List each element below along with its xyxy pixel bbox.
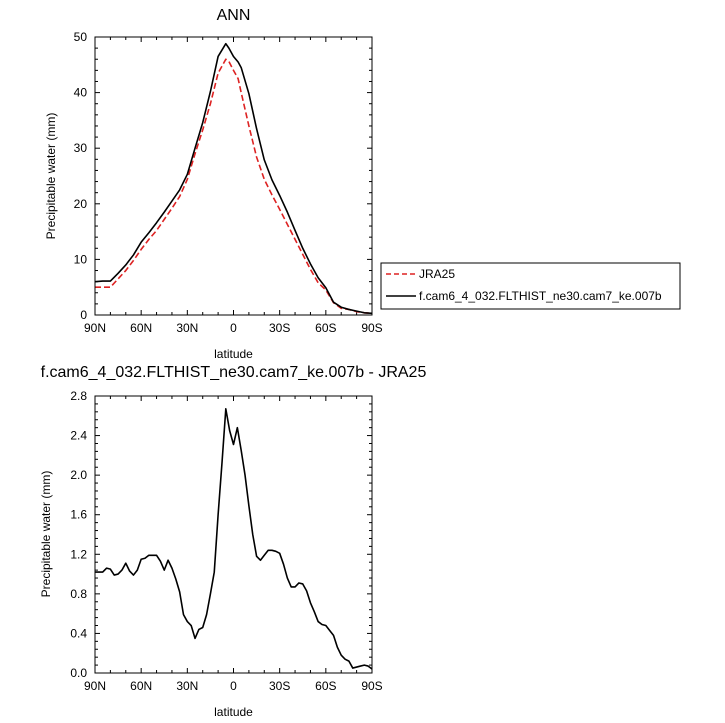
legend-label-model: f.cam6_4_032.FLTHIST_ne30.cam7_ke.007b [419, 289, 662, 303]
top-y-tick-label: 0 [80, 308, 87, 322]
top-chart-title: ANN [217, 7, 251, 24]
bottom-y-tick-label: 0.0 [70, 666, 87, 680]
top-y-tick-label: 30 [74, 141, 88, 155]
bottom-y-tick-label: 0.4 [70, 626, 87, 640]
top-y-tick-label: 10 [74, 252, 88, 266]
bottom-y-tick-label: 1.2 [70, 547, 87, 561]
top-x-tick-label: 30S [269, 321, 290, 335]
top-x-tick-label: 0 [230, 321, 237, 335]
bottom-chart-title: f.cam6_4_032.FLTHIST_ne30.cam7_ke.007b -… [41, 364, 427, 381]
bottom-x-tick-label: 30N [176, 679, 198, 693]
bottom-plot-frame [94, 395, 373, 674]
bottom-y-tick-label: 1.6 [70, 508, 87, 522]
top-x-tick-label: 30N [176, 321, 198, 335]
top-plot-area: 90N 60N 30N 0 30S 60S 90S 0 10 20 30 40 50 [74, 30, 383, 335]
bottom-x-tick-label: 90S [361, 679, 382, 693]
top-plot-frame [94, 36, 373, 316]
legend-label-jra25: JRA25 [419, 267, 455, 281]
bottom-panel: f.cam6_4_032.FLTHIST_ne30.cam7_ke.007b -… [39, 364, 426, 719]
bottom-y-tick-label: 2.8 [70, 389, 87, 403]
top-y-axis-label: Precipitable water (mm) [44, 113, 58, 240]
bottom-x-tick-label: 60N [130, 679, 152, 693]
bottom-x-tick-label: 90N [84, 679, 106, 693]
bottom-y-axis-label: Precipitable water (mm) [39, 471, 53, 598]
legend: JRA25 f.cam6_4_032.FLTHIST_ne30.cam7_ke.… [380, 262, 681, 310]
top-panel: ANN 90N 60N 30N 0 30S 60S 90S 0 10 20 30 40 50 latit… [44, 7, 681, 361]
bottom-y-tick-label: 2.4 [70, 429, 87, 443]
bottom-y-tick-label: 2.0 [70, 468, 87, 482]
top-series-line-0 [95, 58, 373, 315]
top-x-tick-label: 90S [361, 321, 382, 335]
bottom-y-tick-label: 0.8 [70, 587, 87, 601]
top-y-tick-label: 50 [74, 30, 88, 44]
bottom-x-tick-label: 30S [269, 679, 290, 693]
top-series-line-1 [94, 42, 373, 315]
bottom-x-axis-label: latitude [214, 705, 253, 719]
top-x-tick-label: 60S [315, 321, 336, 335]
top-y-tick-label: 40 [74, 86, 88, 100]
legend-box [380, 262, 681, 310]
top-y-tick-label: 20 [74, 197, 88, 211]
bottom-series-line-0 [95, 408, 373, 670]
top-x-axis-label: latitude [214, 347, 253, 361]
top-x-tick-label: 90N [84, 321, 106, 335]
bottom-x-tick-label: 0 [230, 679, 237, 693]
top-x-tick-label: 60N [130, 321, 152, 335]
bottom-x-tick-label: 60S [315, 679, 336, 693]
